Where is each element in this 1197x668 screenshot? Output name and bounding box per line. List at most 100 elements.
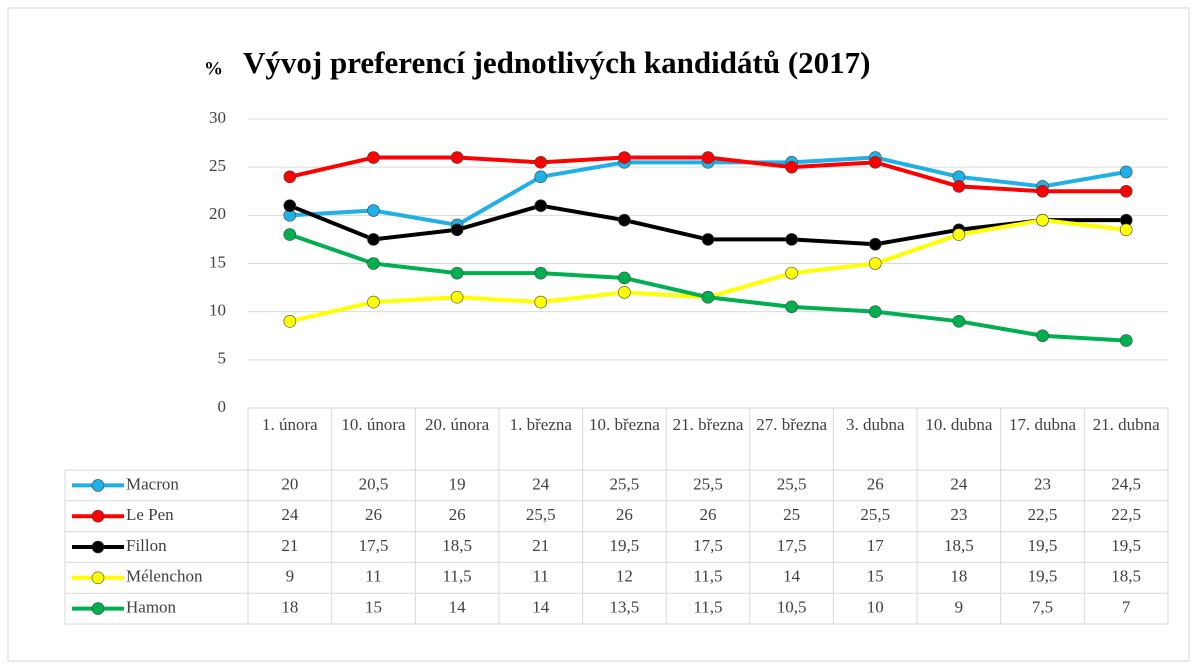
data-point xyxy=(868,257,882,270)
data-point xyxy=(701,290,715,304)
table-value: 24 xyxy=(532,474,550,493)
table-value: 25,5 xyxy=(609,474,639,493)
table-value: 25,5 xyxy=(777,474,807,493)
table-value: 7,5 xyxy=(1032,598,1053,617)
table-value: 26 xyxy=(616,505,633,524)
table-value: 18,5 xyxy=(944,536,974,555)
table-value: 25 xyxy=(783,505,800,524)
table-value: 26 xyxy=(365,505,382,524)
data-point xyxy=(450,223,464,237)
data-point xyxy=(367,233,380,246)
data-point xyxy=(952,228,966,241)
table-value: 19,5 xyxy=(1111,536,1141,555)
table-value: 19,5 xyxy=(609,536,639,555)
data-point xyxy=(283,228,297,241)
data-point xyxy=(785,266,798,280)
data-point xyxy=(534,199,548,212)
data-point xyxy=(534,156,548,169)
data-point xyxy=(952,180,966,193)
data-point xyxy=(785,300,798,314)
legend-marker xyxy=(91,479,105,492)
data-point xyxy=(1119,184,1133,198)
x-tick-label: 27. března xyxy=(756,415,828,434)
data-point xyxy=(618,286,631,299)
data-point xyxy=(1036,184,1049,198)
table-value: 11,5 xyxy=(693,598,722,617)
table-value: 7 xyxy=(1122,598,1131,617)
data-point xyxy=(1119,165,1133,179)
data-point xyxy=(618,213,631,227)
legend-label: Hamon xyxy=(126,598,177,617)
table-value: 12 xyxy=(616,567,633,586)
data-point xyxy=(1119,334,1133,347)
table-value: 26 xyxy=(449,505,466,524)
legend-marker xyxy=(91,571,105,585)
legend-label: Macron xyxy=(126,474,179,493)
table-value: 14 xyxy=(783,567,801,586)
chart-border xyxy=(7,7,1190,662)
x-tick-label: 17. dubna xyxy=(1009,415,1077,434)
legend-marker xyxy=(91,540,105,554)
y-tick-label: 5 xyxy=(218,349,227,368)
table-value: 21 xyxy=(532,536,549,555)
data-point xyxy=(534,170,548,184)
x-tick-label: 1. února xyxy=(261,415,318,434)
data-point xyxy=(785,233,798,246)
table-value: 19,5 xyxy=(1028,536,1058,555)
legend-label: Fillon xyxy=(126,536,167,555)
table-value: 24 xyxy=(281,505,299,524)
table-value: 24,5 xyxy=(1111,474,1141,493)
table-value: 20 xyxy=(281,474,298,493)
x-tick-label: 1. března xyxy=(509,415,572,434)
table-value: 11 xyxy=(365,567,381,586)
data-point xyxy=(450,290,464,304)
data-point xyxy=(701,151,715,164)
table-value: 25,5 xyxy=(693,474,723,493)
table-value: 22,5 xyxy=(1111,505,1141,524)
data-point xyxy=(283,199,297,212)
table-value: 11,5 xyxy=(693,567,722,586)
table-value: 18 xyxy=(281,598,298,617)
x-tick-label: 20. února xyxy=(424,415,490,434)
table-value: 25,5 xyxy=(526,505,556,524)
table-value: 13,5 xyxy=(609,598,639,617)
table-value: 18 xyxy=(950,567,967,586)
x-tick-label: 10. dubna xyxy=(925,415,993,434)
y-tick-label: 25 xyxy=(209,156,226,175)
table-value: 22,5 xyxy=(1028,505,1058,524)
data-point xyxy=(868,156,882,169)
table-value: 23 xyxy=(1034,474,1051,493)
data-point xyxy=(534,295,548,309)
table-value: 15 xyxy=(867,567,884,586)
y-tick-label: 30 xyxy=(209,108,226,127)
table-value: 18,5 xyxy=(442,536,472,555)
table-value: 21 xyxy=(281,536,298,555)
data-point xyxy=(1036,329,1049,343)
table-value: 25,5 xyxy=(860,505,890,524)
x-tick-label: 3. dubna xyxy=(845,415,905,434)
data-point xyxy=(1119,223,1133,237)
table-value: 18,5 xyxy=(1111,567,1141,586)
table-value: 17,5 xyxy=(359,536,389,555)
table-value: 19,5 xyxy=(1028,567,1058,586)
table-value: 19 xyxy=(449,474,466,493)
table-value: 9 xyxy=(955,598,964,617)
table-value: 17,5 xyxy=(693,536,723,555)
table-value: 14 xyxy=(449,598,467,617)
table-value: 10,5 xyxy=(777,598,807,617)
data-point xyxy=(534,266,548,280)
data-point xyxy=(450,151,464,164)
data-point xyxy=(283,170,297,184)
x-tick-label: 10. února xyxy=(341,415,406,434)
table-value: 17,5 xyxy=(777,536,807,555)
data-point xyxy=(450,266,464,280)
y-tick-label: 20 xyxy=(209,204,226,223)
table-value: 17 xyxy=(867,536,885,555)
x-tick-label: 21. dubna xyxy=(1092,415,1160,434)
table-value: 20,5 xyxy=(359,474,389,493)
y-tick-label: 10 xyxy=(209,301,226,320)
data-point xyxy=(367,151,380,164)
x-tick-label: 21. března xyxy=(672,415,744,434)
